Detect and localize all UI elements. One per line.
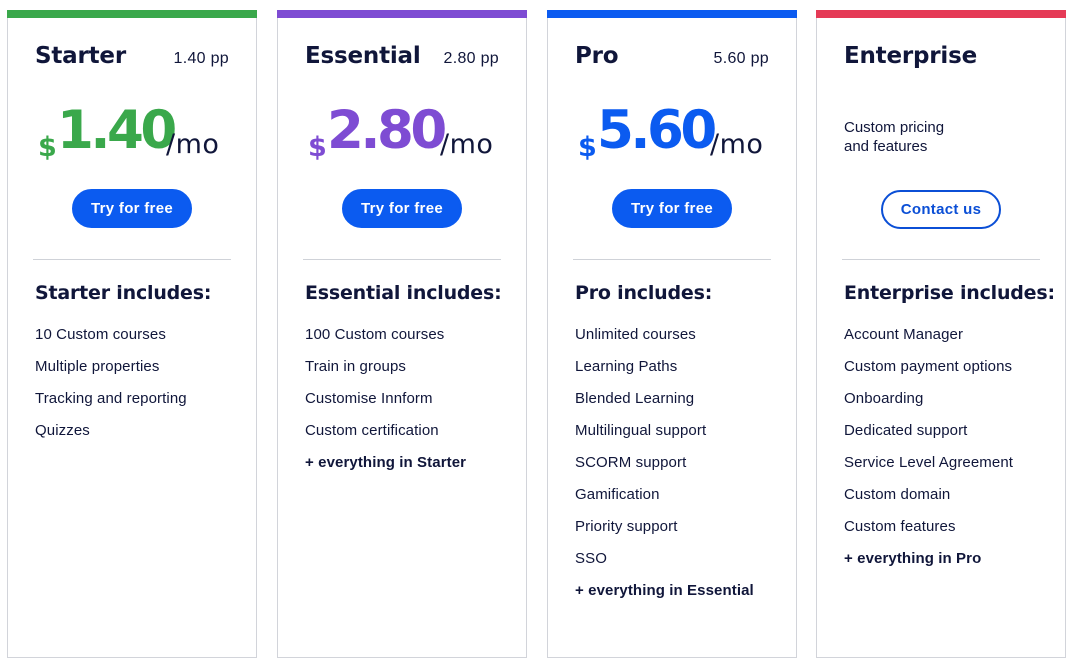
price-amount: 2.80 bbox=[327, 100, 447, 161]
divider bbox=[33, 259, 231, 260]
feature-item: Blended Learning bbox=[575, 390, 695, 407]
plan-name: Enterprise bbox=[844, 43, 978, 69]
feature-list: 100 Custom courses Train in groups Custo… bbox=[305, 326, 466, 486]
price-amount: 5.60 bbox=[597, 100, 717, 161]
try-for-free-button[interactable]: Try for free bbox=[612, 189, 732, 228]
divider bbox=[842, 259, 1040, 260]
includes-title: Essential includes: bbox=[305, 282, 502, 304]
divider bbox=[573, 259, 771, 260]
feature-item: Customise Innform bbox=[305, 390, 433, 407]
plan-name: Starter bbox=[35, 43, 126, 69]
feature-item: Custom features bbox=[844, 518, 956, 535]
feature-item: Quizzes bbox=[35, 422, 90, 439]
price-amount: 1.40 bbox=[57, 100, 177, 161]
price-period: /mo bbox=[166, 129, 220, 160]
feature-list: Unlimited courses Learning Paths Blended… bbox=[575, 326, 754, 614]
includes-title: Pro includes: bbox=[575, 282, 713, 304]
pricing-card-pro: Pro 5.60 pp $ 5.60 /mo Try for free Pro … bbox=[547, 10, 797, 658]
feature-item: 10 Custom courses bbox=[35, 326, 166, 343]
pricing-card-essential: Essential 2.80 pp $ 2.80 /mo Try for fre… bbox=[277, 10, 527, 658]
feature-item-everything-in-starter: + everything in Starter bbox=[305, 454, 467, 471]
feature-item: Custom payment options bbox=[844, 358, 1013, 375]
divider bbox=[303, 259, 501, 260]
includes-title: Enterprise includes: bbox=[844, 282, 1055, 304]
feature-item: Multiple properties bbox=[35, 358, 160, 375]
feature-item: Account Manager bbox=[844, 326, 964, 343]
try-for-free-button[interactable]: Try for free bbox=[342, 189, 462, 228]
currency-symbol: $ bbox=[578, 132, 597, 163]
feature-item: Unlimited courses bbox=[575, 326, 696, 343]
feature-item: Service Level Agreement bbox=[844, 454, 1014, 471]
feature-item: SSO bbox=[575, 550, 607, 567]
feature-item: Multilingual support bbox=[575, 422, 707, 439]
includes-title: Starter includes: bbox=[35, 282, 212, 304]
plan-name: Essential bbox=[305, 43, 421, 69]
feature-item: Onboarding bbox=[844, 390, 924, 407]
feature-list: 10 Custom courses Multiple properties Tr… bbox=[35, 326, 187, 454]
feature-item: Train in groups bbox=[305, 358, 406, 375]
currency-symbol: $ bbox=[38, 132, 57, 163]
pricing-card-starter: Starter 1.40 pp $ 1.40 /mo Try for free … bbox=[7, 10, 257, 658]
plan-per-person-price: 1.40 pp bbox=[173, 50, 229, 67]
plan-per-person-price: 5.60 pp bbox=[713, 50, 769, 67]
price-period: /mo bbox=[440, 129, 494, 160]
contact-us-button[interactable]: Contact us bbox=[881, 190, 1001, 229]
plan-per-person-price: 2.80 pp bbox=[443, 50, 499, 67]
card-accent-bar bbox=[816, 10, 1066, 18]
feature-item: Gamification bbox=[575, 486, 660, 503]
feature-item: Dedicated support bbox=[844, 422, 968, 439]
try-for-free-button[interactable]: Try for free bbox=[72, 189, 192, 228]
custom-pricing-line: Custom pricing bbox=[844, 119, 945, 136]
pricing-card-enterprise: Enterprise Custom pricing and features C… bbox=[816, 10, 1066, 658]
feature-item: Priority support bbox=[575, 518, 678, 535]
plan-name: Pro bbox=[575, 43, 619, 69]
feature-item: SCORM support bbox=[575, 454, 687, 471]
feature-item: Tracking and reporting bbox=[35, 390, 187, 407]
feature-item: Custom domain bbox=[844, 486, 951, 503]
feature-item: 100 Custom courses bbox=[305, 326, 445, 343]
custom-pricing-line: and features bbox=[844, 138, 928, 155]
card-accent-bar bbox=[7, 10, 257, 18]
feature-item: Custom certification bbox=[305, 422, 439, 439]
card-accent-bar bbox=[277, 10, 527, 18]
feature-item-everything-in-essential: + everything in Essential bbox=[575, 582, 754, 599]
feature-list: Account Manager Custom payment options O… bbox=[844, 326, 1013, 582]
card-accent-bar bbox=[547, 10, 797, 18]
currency-symbol: $ bbox=[308, 132, 327, 163]
price-period: /mo bbox=[710, 129, 764, 160]
feature-item-everything-in-pro: + everything in Pro bbox=[844, 550, 982, 567]
feature-item: Learning Paths bbox=[575, 358, 678, 375]
custom-pricing-text: Custom pricing and features bbox=[844, 118, 944, 156]
